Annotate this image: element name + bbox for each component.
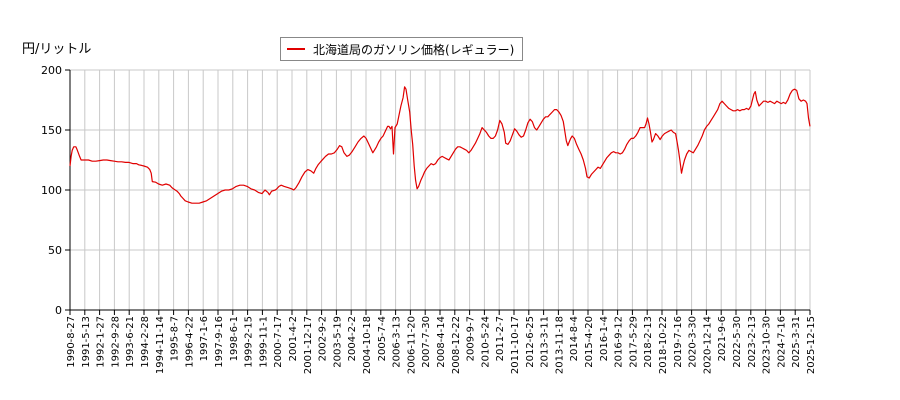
x-tick-label: 2006-3-13	[392, 316, 403, 368]
y-tick-label: 100	[41, 184, 62, 197]
chart-legend: 北海道局のガソリン価格(レギュラー)	[280, 37, 524, 61]
x-tick-label: 1992-1-27	[96, 316, 107, 368]
x-tick-label: 2004-2-2	[347, 316, 358, 361]
x-tick-label: 2003-5-19	[332, 316, 343, 368]
x-tick-label: 2004-10-18	[362, 316, 373, 374]
x-tick-label: 2024-7-16	[776, 316, 787, 368]
x-tick-label: 2001-12-17	[303, 316, 314, 374]
x-tick-label: 2009-9-7	[466, 316, 477, 361]
price-series-line	[69, 86, 811, 204]
x-tick-label: 1999-2-15	[244, 316, 255, 368]
x-tick-label: 2011-2-7	[495, 316, 506, 361]
x-tick-label: 2025-3-31	[791, 316, 802, 368]
x-tick-label: 2016-9-12	[614, 316, 625, 368]
y-tick-label: 150	[41, 124, 62, 137]
x-tick-label: 1998-6-1	[229, 316, 240, 361]
x-tick-label: 2014-8-4	[569, 316, 580, 361]
x-tick-label: 2008-12-22	[451, 316, 462, 374]
x-tick-label: 2007-7-30	[421, 316, 432, 368]
x-tick-label: 2006-11-20	[406, 316, 417, 374]
x-tick-label: 2013-3-11	[540, 316, 551, 368]
x-tick-label: 1994-2-28	[140, 316, 151, 368]
x-tick-label: 2023-2-13	[747, 316, 758, 368]
x-tick-label: 2005-7-4	[377, 316, 388, 361]
x-tick-label: 2016-1-4	[599, 316, 610, 361]
x-tick-label: 1991-5-13	[81, 316, 92, 368]
x-tick-label: 2017-5-29	[628, 316, 639, 368]
x-tick-label: 2010-5-24	[480, 316, 491, 368]
x-tick-label: 1995-8-7	[170, 316, 181, 361]
x-tick-label: 2002-9-2	[318, 316, 329, 361]
x-tick-label: 2008-4-14	[436, 316, 447, 368]
legend-label: 北海道局のガソリン価格(レギュラー)	[313, 42, 515, 57]
y-axis-unit-label: 円/リットル	[22, 42, 92, 57]
x-tick-label: 2020-12-14	[702, 316, 713, 374]
x-tick-label: 2011-10-17	[510, 316, 521, 374]
x-tick-label: 1992-9-28	[110, 316, 121, 368]
x-tick-label: 1990-8-27	[66, 316, 77, 368]
x-tick-label: 2001-4-2	[288, 316, 299, 361]
x-tick-label: 2025-12-15	[806, 316, 817, 374]
x-tick-label: 2018-10-22	[658, 316, 669, 374]
x-tick-label: 2018-2-13	[643, 316, 654, 368]
x-tick-label: 2015-4-20	[584, 316, 595, 368]
x-tick-label: 1997-9-16	[214, 316, 225, 368]
x-tick-label: 1994-11-14	[155, 316, 166, 374]
y-tick-label: 50	[48, 244, 62, 257]
x-tick-label: 1996-4-22	[184, 316, 195, 368]
x-tick-label: 2021-9-6	[717, 316, 728, 361]
x-tick-label: 2000-7-17	[273, 316, 284, 368]
x-tick-label: 1997-1-6	[199, 316, 210, 361]
x-tick-label: 2013-11-18	[554, 316, 565, 374]
x-tick-label: 2023-10-30	[762, 316, 773, 374]
legend-line-swatch-icon	[287, 48, 305, 50]
x-tick-label: 2019-7-16	[673, 316, 684, 368]
x-tick-label: 2020-3-30	[688, 316, 699, 368]
x-tick-label: 1993-6-21	[125, 316, 136, 368]
x-tick-label: 2022-5-30	[732, 316, 743, 368]
x-tick-label: 2012-6-25	[525, 316, 536, 368]
y-tick-label: 200	[41, 64, 62, 77]
x-tick-label: 1999-11-1	[258, 316, 269, 368]
y-tick-label: 0	[55, 304, 62, 317]
